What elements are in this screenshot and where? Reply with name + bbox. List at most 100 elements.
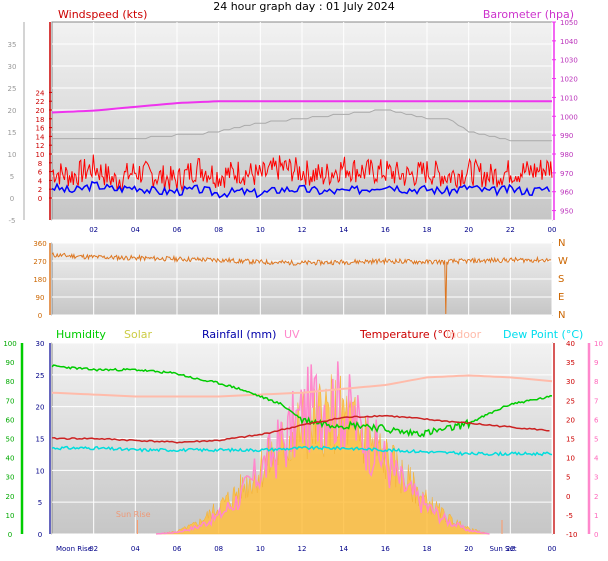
sun-set-label: Sun Set <box>489 545 516 553</box>
humidity-line <box>51 364 553 438</box>
humidity-tick: 100 <box>3 340 16 348</box>
rain-tick: 10 <box>36 467 45 475</box>
humidity-tick: 70 <box>6 397 15 405</box>
baro-tick: 960 <box>560 189 573 197</box>
baro-tick: 1010 <box>560 94 578 102</box>
humidity-tick: 10 <box>6 512 15 520</box>
wind-gust-line <box>51 154 553 192</box>
legend-entry: Indoor <box>446 328 482 341</box>
uv-tick: 1 <box>594 512 598 520</box>
wind-tick-gray: 5 <box>10 173 14 181</box>
temp-tick: 0 <box>566 493 570 501</box>
rain-tick: 30 <box>36 340 45 348</box>
baro-tick: 950 <box>560 208 573 216</box>
legend-entry: Humidity <box>56 328 106 341</box>
wind-tick-red: 2 <box>38 186 42 194</box>
uv-tick: 6 <box>594 416 599 424</box>
uv-tick: 0 <box>594 531 598 539</box>
wind-tick-red: 18 <box>36 116 45 124</box>
x-tick-label: 10 <box>256 226 265 234</box>
x-tick-label: 02 <box>89 226 98 234</box>
windspeed-axis-title: Windspeed (kts) <box>58 8 147 21</box>
direction-tick: 0 <box>38 312 42 320</box>
x-tick-label: 08 <box>214 226 223 234</box>
x-tick-label: 08 <box>214 545 223 553</box>
x-tick-label: 12 <box>298 545 307 553</box>
legend-entry: UV <box>284 328 300 341</box>
temperature-line <box>51 414 550 444</box>
uv-tick: 8 <box>594 378 598 386</box>
temp-tick: -5 <box>566 512 573 520</box>
wind-tick-gray: 15 <box>8 129 17 137</box>
baro-tick: 1030 <box>560 57 578 65</box>
humidity-tick: 20 <box>6 493 15 501</box>
wind-tick-red: 12 <box>36 142 45 150</box>
humidity-tick: 50 <box>6 436 15 444</box>
legend-entry: Solar <box>124 328 153 341</box>
baro-tick: 970 <box>560 170 573 178</box>
humidity-tick: 0 <box>8 531 12 539</box>
temp-tick: 35 <box>566 359 575 367</box>
rain-tick: 0 <box>38 531 42 539</box>
x-tick-label: 04 <box>131 226 140 234</box>
baro-tick: 990 <box>560 132 573 140</box>
sun-rise-label: Sun Rise <box>116 510 151 519</box>
x-tick-label: 20 <box>464 226 473 234</box>
temp-tick: 15 <box>566 436 575 444</box>
uv-tick: 5 <box>594 436 598 444</box>
moon-rise-label: Moon Rise <box>56 545 92 553</box>
direction-tick: 180 <box>33 276 46 284</box>
uv-tick: 9 <box>594 359 598 367</box>
baro-tick: 980 <box>560 151 573 159</box>
x-tick-label: 22 <box>506 226 515 234</box>
direction-tick: 90 <box>36 294 45 302</box>
rain-tick: 5 <box>38 499 42 507</box>
wind-tick-red: 24 <box>36 89 45 97</box>
x-tick-label: 00 <box>548 545 557 553</box>
compass-label: N <box>558 238 565 249</box>
wind-direction-line <box>51 252 552 315</box>
x-tick-label: 22 <box>506 545 515 553</box>
compass-label: S <box>558 274 564 285</box>
x-tick-label: 14 <box>339 545 348 553</box>
rain-tick: 15 <box>36 436 45 444</box>
dew-point-line <box>51 445 553 457</box>
wind-tick-gray: 30 <box>8 63 17 71</box>
compass-label: N <box>558 310 565 321</box>
humidity-tick: 30 <box>6 474 15 482</box>
direction-tick: 270 <box>33 258 46 266</box>
x-tick-label: 18 <box>423 545 432 553</box>
wind-tick-gray: 20 <box>8 107 17 115</box>
wind-tick-gray: 0 <box>10 195 14 203</box>
uv-tick: 4 <box>594 455 599 463</box>
x-tick-label: 20 <box>464 545 473 553</box>
humidity-tick: 60 <box>6 416 15 424</box>
wind-tick-red: 22 <box>36 98 45 106</box>
uv-tick: 7 <box>594 397 598 405</box>
wind-tick-gray: 35 <box>8 41 17 49</box>
x-tick-label: 10 <box>256 545 265 553</box>
uv-tick: 3 <box>594 474 598 482</box>
chart-title: 24 hour graph day : 01 July 2024 <box>213 0 395 13</box>
wind-tick-red: 10 <box>36 151 45 159</box>
x-tick-label: 14 <box>339 226 348 234</box>
temp-tick: 10 <box>566 455 575 463</box>
wind-tick-gray: 10 <box>8 151 17 159</box>
rain-tick: 20 <box>36 404 45 412</box>
direction-tick: 360 <box>33 240 46 248</box>
baro-tick: 1050 <box>560 19 578 27</box>
baro-tick: 1020 <box>560 76 578 84</box>
wind-tick-red: 0 <box>38 195 42 203</box>
wind-tick-red: 6 <box>38 169 43 177</box>
barometer-axis-title: Barometer (hpa) <box>483 8 574 21</box>
wind-tick-red: 4 <box>38 177 43 185</box>
legend-entry: Temperature (°C) <box>359 328 455 341</box>
rain-tick: 25 <box>36 372 45 380</box>
legend-entry: Rainfall (mm) <box>202 328 276 341</box>
x-tick-label: 02 <box>89 545 98 553</box>
wind-tick-red: 16 <box>36 125 45 133</box>
temp-tick: 30 <box>566 378 575 386</box>
uv-tick: 10 <box>594 340 603 348</box>
temp-tick: 40 <box>566 340 575 348</box>
max-gust-line <box>52 109 552 142</box>
